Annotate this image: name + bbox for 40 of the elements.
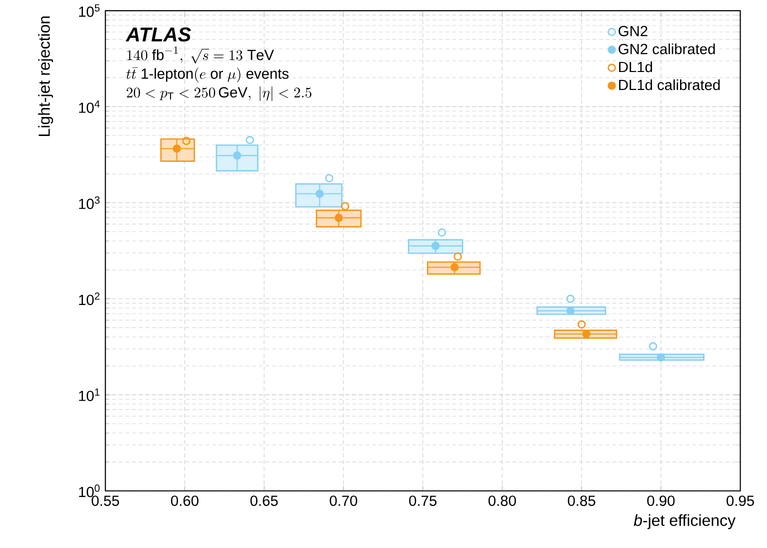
annotation: $20<p_{\mathrm{T}}<250\,\mathrm{GeV},\ |\eta|<2.5$	[126, 86, 312, 101]
point	[325, 174, 334, 182]
x-tick-label: 0.80	[488, 495, 516, 506]
point	[438, 228, 446, 237]
annotation: $t\bar{t}\ \mathrm{1\text{-}lepton}(e\ \mathrm{or}\ \mu)\ \mathrm{events}$	[126, 67, 289, 82]
point	[582, 330, 590, 338]
legend-label: GN2	[618, 26, 648, 36]
x-tick-label: 0.75	[409, 495, 436, 506]
y-tick-label: 10$^{1}$	[79, 388, 100, 401]
point	[566, 294, 575, 303]
point	[316, 190, 324, 198]
legend-label: DL1d calibrated	[619, 79, 720, 90]
point	[656, 353, 666, 362]
x-tick-label: 0.70	[330, 495, 358, 506]
point	[172, 144, 181, 153]
point	[566, 306, 575, 315]
x-tick-label: 0.90	[647, 495, 675, 506]
legend-label: GN2 calibrated	[618, 43, 715, 54]
legend-label: DL1d	[619, 61, 652, 72]
point	[577, 320, 586, 329]
point	[648, 342, 658, 350]
annotation: $140~\mathrm{fb}^{-1},\ \sqrt{s}=13~\mathrm{TeV}$	[127, 46, 274, 64]
point	[246, 136, 254, 144]
y-tick-label: 10$^{4}$	[79, 100, 100, 113]
y-tick-label: 10$^{5}$	[79, 4, 100, 17]
x-axis-title: b-jet efficiency	[634, 514, 736, 530]
point	[232, 151, 242, 160]
annotation: ATLAS	[126, 27, 191, 42]
point	[454, 252, 462, 261]
x-tick-label: 0.95	[726, 495, 754, 506]
y-tick-label: 10$^{2}$	[79, 292, 100, 305]
y-axis-title: Light-jet rejection	[38, 16, 54, 136]
x-tick-label: 0.55	[92, 495, 120, 506]
x-tick-label: 0.65	[250, 495, 278, 506]
point	[182, 136, 190, 145]
point	[340, 202, 350, 210]
point	[334, 214, 343, 222]
x-tick-label: 0.85	[568, 495, 596, 506]
y-tick-label: 10$^{3}$	[79, 196, 100, 209]
x-tick-label: 0.60	[171, 495, 198, 506]
